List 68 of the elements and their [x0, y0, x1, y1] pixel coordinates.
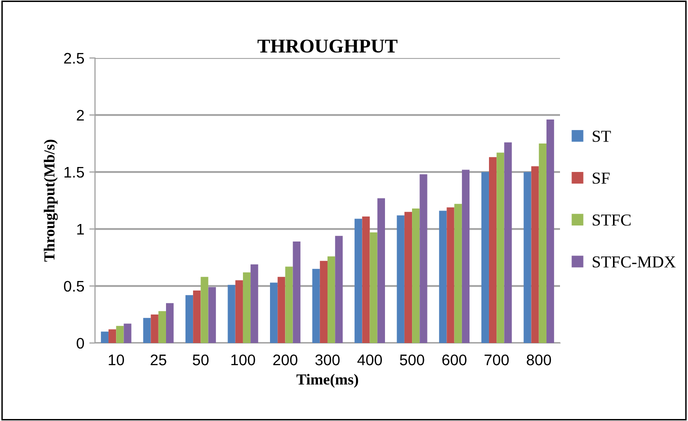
bar	[354, 218, 362, 343]
bar	[208, 287, 216, 343]
x-tick-label: 200	[273, 354, 298, 366]
bar	[538, 144, 546, 343]
y-tick-label: 1	[77, 224, 84, 235]
bar	[370, 232, 378, 343]
bar	[439, 210, 447, 343]
x-tick-label: 500	[400, 354, 424, 366]
y-tick-label: 1.5	[64, 167, 84, 178]
bar	[228, 284, 236, 343]
legend-label: ST	[592, 130, 611, 142]
x-tick-label: 50	[192, 354, 209, 366]
bar	[124, 324, 132, 343]
bar	[285, 266, 293, 343]
y-tick-label: 0.5	[64, 280, 84, 292]
x-axis-title: Time(ms)	[296, 374, 358, 388]
chart-title: THROUGHPUT	[258, 40, 398, 53]
y-tick-label: 2.5	[64, 52, 84, 64]
x-tick-label: 25	[150, 354, 166, 366]
x-tick-label: 700	[484, 354, 509, 366]
x-tick-label: 400	[357, 354, 382, 366]
x-tick-label: 300	[315, 354, 340, 366]
bar	[200, 276, 208, 343]
x-tick-label: 100	[231, 354, 256, 366]
bar	[462, 170, 470, 343]
bar	[328, 256, 336, 343]
bar	[454, 204, 462, 343]
bar	[335, 236, 343, 343]
bar	[143, 318, 151, 343]
bar	[420, 174, 428, 343]
bar	[193, 290, 201, 343]
bar	[531, 166, 539, 343]
bar	[292, 242, 300, 343]
x-tick-label: 800	[526, 354, 552, 366]
bar	[108, 329, 116, 343]
bar	[546, 120, 554, 343]
bar	[504, 142, 512, 343]
bar	[158, 311, 166, 343]
legend-label: SF	[592, 172, 610, 184]
bar	[481, 172, 489, 343]
bar	[377, 198, 385, 343]
x-tick-label: 10	[108, 354, 124, 366]
bar	[404, 212, 412, 343]
bar	[235, 280, 243, 343]
bar	[250, 264, 258, 343]
bar	[242, 272, 251, 343]
bar	[100, 332, 109, 343]
y-tick-label: 2	[76, 110, 84, 121]
bar	[270, 282, 278, 343]
y-tick-label: 0	[76, 338, 84, 349]
bar	[362, 216, 370, 343]
x-tick-label: 600	[442, 354, 466, 366]
bar	[185, 295, 194, 343]
bar	[412, 208, 420, 343]
legend-label: STFC	[592, 214, 631, 226]
bar	[446, 207, 454, 343]
bar	[150, 314, 158, 343]
bar	[496, 152, 504, 343]
legend-label: STFC-MDX	[592, 256, 676, 268]
bar	[396, 215, 404, 343]
bar	[166, 303, 174, 343]
bar	[320, 260, 328, 343]
bar	[488, 157, 497, 343]
bar	[524, 172, 532, 343]
bar	[116, 326, 124, 343]
bar	[312, 268, 320, 343]
y-axis-title: Throughput(Mb/s)	[44, 140, 58, 262]
bar	[278, 276, 286, 343]
